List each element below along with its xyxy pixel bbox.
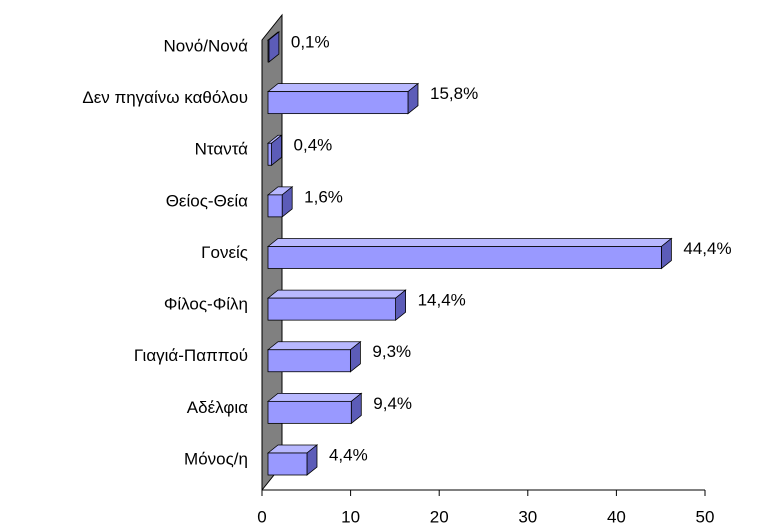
bar xyxy=(267,39,270,63)
data-label: 9,3% xyxy=(372,342,411,361)
data-label: 15,8% xyxy=(430,84,478,103)
data-label: 0,4% xyxy=(294,136,333,155)
x-tick-label: 20 xyxy=(430,507,449,524)
y-tick-label: Φίλος-Φίλη xyxy=(164,295,248,314)
y-tick-label: Δεν πηγαίνω καθόλου xyxy=(82,88,248,107)
bar xyxy=(267,194,283,218)
x-tick-label: 50 xyxy=(696,507,715,524)
y-tick-label: Γιαγιά-Παππού xyxy=(134,346,248,365)
x-tick-label: 0 xyxy=(257,507,266,524)
x-tick-label: 40 xyxy=(607,507,626,524)
data-label: 9,4% xyxy=(373,394,412,413)
data-label: 4,4% xyxy=(329,445,368,464)
data-label: 44,4% xyxy=(683,239,731,258)
y-tick-label: Γονείς xyxy=(201,243,248,262)
y-tick-label: Νταντά xyxy=(195,140,249,159)
x-tick-label: 30 xyxy=(518,507,537,524)
bar xyxy=(267,246,662,269)
bar-top xyxy=(266,392,363,402)
y-tick-label: Θείος-Θεία xyxy=(166,191,248,210)
bar xyxy=(267,349,351,373)
bar xyxy=(267,452,308,476)
data-label: 14,4% xyxy=(418,291,466,310)
y-tick-label: Μόνος/η xyxy=(184,449,248,468)
bar-top xyxy=(266,83,420,93)
bar xyxy=(267,142,272,166)
data-label: 0,1% xyxy=(291,32,330,51)
x-tick-label: 10 xyxy=(341,507,360,524)
y-tick-label: Νονό/Νονά xyxy=(164,36,249,55)
bar xyxy=(267,91,409,115)
bar-top xyxy=(266,341,362,351)
bar xyxy=(267,400,352,424)
bar xyxy=(267,297,396,321)
bar-top xyxy=(266,238,673,247)
y-tick-label: Αδέλφια xyxy=(187,398,248,417)
data-label: 1,6% xyxy=(304,187,343,206)
bar-top xyxy=(266,289,407,299)
